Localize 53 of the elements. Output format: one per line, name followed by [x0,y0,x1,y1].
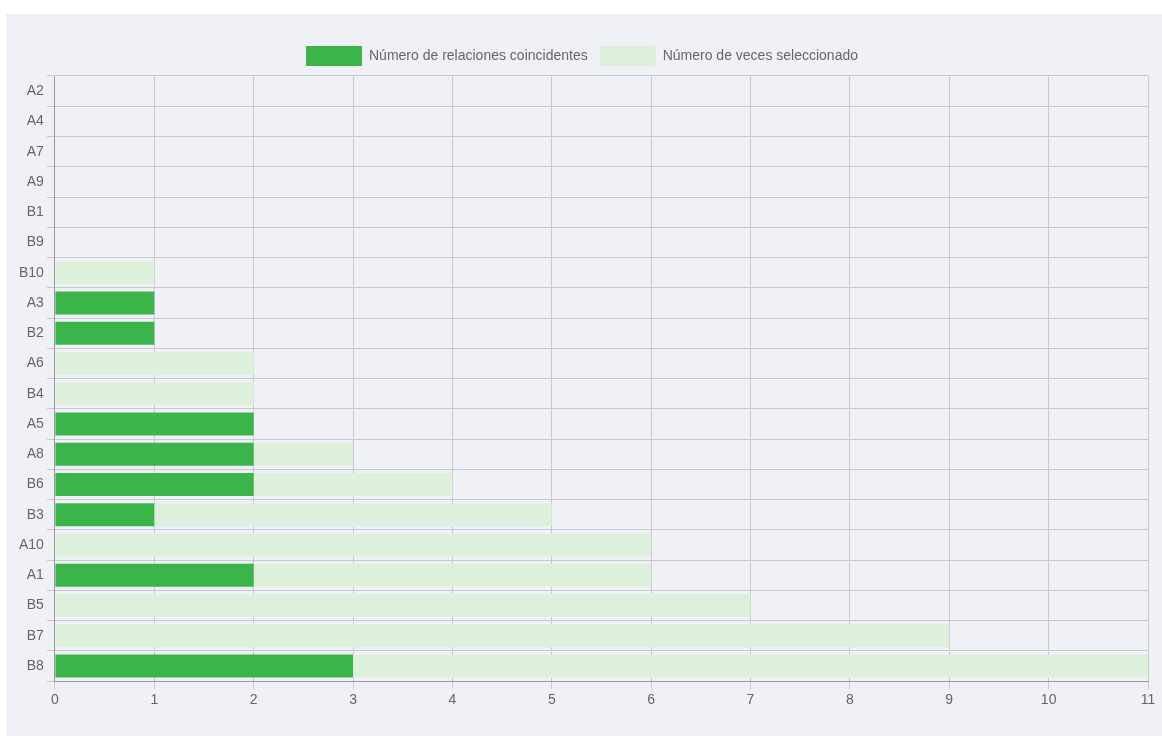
y-tick-label: A4 [26,112,45,129]
bar [55,412,254,436]
x-tick-label: 5 [547,691,556,708]
bar [55,654,354,678]
bar [55,473,254,497]
x-tick-label: 9 [945,691,954,708]
y-tick-label: A2 [26,81,45,98]
y-tick-label: B4 [26,384,45,401]
y-tick-label: B1 [26,203,45,220]
x-tick-label: 2 [249,691,258,708]
y-tick-label: A8 [26,445,45,462]
y-tick-label: B7 [26,626,45,643]
y-tick-label: B5 [26,596,45,613]
x-tick-label: 6 [647,691,656,708]
y-tick-label: B2 [26,324,45,341]
bar [55,533,652,557]
y-tick-label: A7 [26,142,45,159]
x-tick-label: 0 [51,691,60,708]
bar [55,624,950,648]
y-tick-label: B6 [26,475,45,492]
x-tick-label: 11 [1140,691,1156,708]
bar [55,503,155,527]
bar [55,351,254,375]
x-tick-label: 4 [448,691,457,708]
x-tick-label: 8 [845,691,854,708]
y-tick-label: A3 [26,293,45,310]
bar [253,473,453,497]
x-tick-label: 10 [1040,691,1057,708]
legend-label: Número de veces seleccionado [662,46,859,63]
bar [154,503,552,527]
bar [55,563,254,587]
y-tick-label: A9 [26,172,45,189]
bar [353,654,1148,678]
bar [55,594,751,618]
bar [55,321,155,345]
bar [55,442,254,466]
bar [253,442,354,466]
bar [55,382,254,406]
bar [55,291,155,315]
y-tick-label: B10 [18,263,45,280]
y-tick-label: A5 [26,414,45,431]
legend-label: Número de relaciones coincidentes [369,46,588,63]
y-tick-label: A1 [26,566,45,583]
x-tick-label: 3 [349,691,358,708]
x-tick-label: 7 [746,691,755,708]
y-tick-label: B9 [26,233,45,250]
y-tick-label: B8 [26,656,45,673]
y-tick-label: A6 [26,354,45,371]
bar [55,261,155,285]
y-tick-label: B3 [26,505,45,522]
y-tick-label: A10 [18,535,45,552]
bar [253,563,652,587]
x-tick-label: 1 [150,691,159,708]
